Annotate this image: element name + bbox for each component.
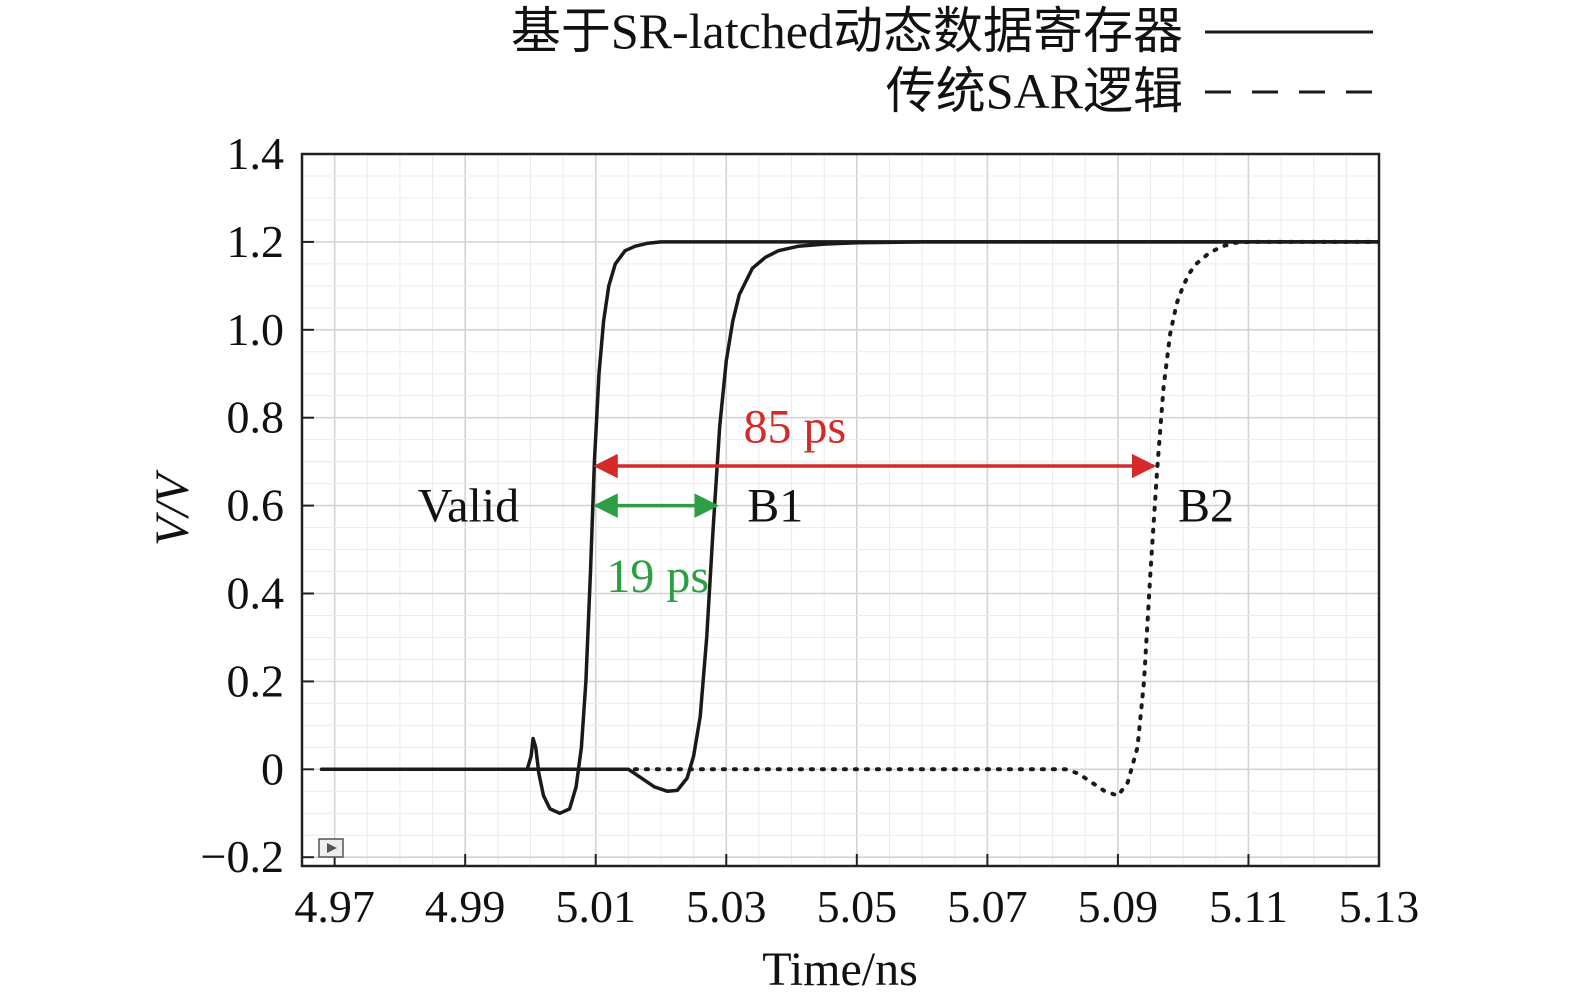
x-tick-label: 5.07 xyxy=(947,881,1028,932)
y-axis: −0.2 0 0.2 0.4 0.6 0.8 1.0 1.2 1.4 xyxy=(201,128,314,882)
y-tick-label: 0.6 xyxy=(227,480,285,531)
annotation-label: 19 ps xyxy=(606,550,709,603)
x-tick-label: 4.99 xyxy=(425,881,506,932)
y-tick-label: 0.4 xyxy=(227,568,285,619)
legend-label: 基于SR-latched动态数据寄存器 xyxy=(511,3,1183,59)
x-tick-label: 5.01 xyxy=(555,881,636,932)
y-tick-label: 1.0 xyxy=(227,304,285,355)
legend-label: 传统SAR逻辑 xyxy=(886,63,1183,119)
y-tick-label: 0.2 xyxy=(227,655,285,706)
y-tick-label: 1.4 xyxy=(227,128,285,179)
play-icon[interactable] xyxy=(318,838,344,858)
series-group xyxy=(319,239,1379,816)
series-line-3 xyxy=(632,239,1379,798)
grid-lines xyxy=(302,154,1380,866)
x-tick-label: 5.09 xyxy=(1078,881,1159,932)
annotation-label: B2 xyxy=(1178,480,1234,533)
series-line-2 xyxy=(319,240,1379,794)
y-tick-label: 0 xyxy=(261,743,284,794)
x-axis-label: Time/ns xyxy=(762,943,918,996)
y-axis-label: V/V xyxy=(146,469,199,546)
x-tick-label: 5.13 xyxy=(1339,881,1420,932)
annotation-label: 85 ps xyxy=(743,400,846,453)
annotations: 85 ps 19 ps Valid B1 B2 xyxy=(418,400,1234,602)
y-tick-label: 1.2 xyxy=(227,216,285,267)
annotation-label: Valid xyxy=(418,480,519,533)
annotation-label: B1 xyxy=(747,480,803,533)
x-tick-label: 5.05 xyxy=(817,881,898,932)
series-line-1 xyxy=(319,240,1379,816)
x-tick-label: 5.11 xyxy=(1209,881,1288,932)
plot-frame xyxy=(300,152,1381,868)
x-tick-label: 5.03 xyxy=(686,881,767,932)
y-tick-label: −0.2 xyxy=(201,831,284,882)
x-axis: 4.97 4.99 5.01 5.03 5.05 5.07 5.09 5.11 5.13 xyxy=(294,854,1419,932)
y-tick-label: 0.8 xyxy=(227,392,285,443)
x-tick-label: 4.97 xyxy=(294,881,375,932)
